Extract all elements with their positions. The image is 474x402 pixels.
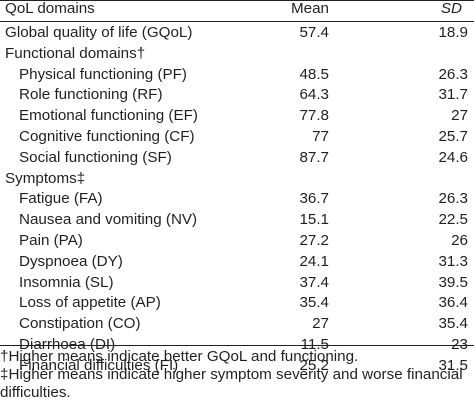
table-row: Insomnia (SL) 37.4 39.5 — [0, 272, 474, 294]
table-row: Pain (PA) 27.2 26 — [0, 230, 474, 252]
row-label: Physical functioning (PF) — [19, 65, 187, 83]
row-label: Fatigue (FA) — [19, 190, 103, 208]
row-mean: 77 — [312, 128, 329, 145]
table-row: Global quality of life (GQoL) 57.4 18.9 — [0, 22, 474, 44]
table-top-rule — [0, 0, 474, 1]
table-section-row: Functional domains† — [0, 43, 474, 65]
row-label: Diarrhoea (DI) — [19, 336, 116, 353]
table-header-row: QoL domains Mean SD — [0, 0, 474, 20]
row-sd: 26 — [451, 232, 468, 249]
row-label: Dyspnoea (DY) — [19, 252, 123, 270]
row-sd: 36.4 — [438, 294, 468, 312]
row-mean: 37.4 — [299, 273, 329, 291]
row-label: Pain (PA) — [19, 232, 83, 249]
table-row: Cognitive functioning (CF) 77 25.7 — [0, 126, 474, 148]
table-row: Physical functioning (PF) 48.5 26.3 — [0, 64, 474, 86]
row-sd: 31.5 — [438, 356, 468, 374]
row-sd: 35.4 — [438, 315, 468, 333]
table-row: Nausea and vomiting (NV) 15.1 22.5 — [0, 209, 474, 231]
table-row: Emotional functioning (EF) 77.8 27 — [0, 105, 474, 127]
footnote-functioning: †Higher means indicate better GQoL and f… — [0, 348, 359, 365]
row-mean: 24.1 — [299, 252, 329, 270]
row-mean: 27.2 — [299, 232, 329, 249]
table-section-row: Symptoms‡ — [0, 168, 474, 190]
row-label: Loss of appetite (AP) — [19, 294, 161, 312]
table-row: Role functioning (RF) 64.3 31.7 — [0, 84, 474, 106]
row-mean: 77.8 — [299, 107, 329, 125]
row-mean: 25.2 — [299, 356, 329, 374]
row-label: Role functioning (RF) — [19, 86, 163, 104]
row-mean: 35.4 — [299, 294, 329, 312]
row-mean: 36.7 — [299, 190, 329, 208]
row-sd: 26.3 — [438, 190, 468, 208]
row-mean: 57.4 — [299, 24, 329, 41]
row-sd: 39.5 — [438, 273, 468, 291]
table-header-rule — [0, 21, 474, 22]
row-mean: 48.5 — [299, 65, 329, 83]
header-sd: SD — [440, 0, 462, 17]
row-label: Social functioning (SF) — [19, 148, 172, 166]
row-mean: 87.7 — [299, 148, 329, 166]
row-label: Constipation (CO) — [19, 315, 141, 333]
table-bottom-rule — [0, 345, 474, 346]
footnote-symptoms: ‡Higher means indicate higher symptom se… — [0, 366, 463, 383]
row-sd: 26.3 — [438, 65, 468, 83]
row-sd: 18.9 — [438, 24, 468, 41]
row-label: Global quality of life (GQoL) — [5, 24, 193, 41]
row-mean: 27 — [312, 315, 329, 333]
row-sd: 31.3 — [438, 252, 468, 270]
row-label: Financial difficulties (FI) — [19, 356, 179, 374]
header-domain: QoL domains — [5, 0, 95, 17]
row-label: Emotional functioning (EF) — [19, 107, 198, 125]
row-mean: 64.3 — [299, 86, 329, 104]
table-row: Social functioning (SF) 87.7 24.6 — [0, 147, 474, 169]
table-row: Fatigue (FA) 36.7 26.3 — [0, 188, 474, 210]
row-label: Cognitive functioning (CF) — [19, 128, 195, 145]
row-sd: 31.7 — [438, 86, 468, 104]
table-row: Diarrhoea (DI) 11.5 23 — [0, 334, 474, 356]
header-mean: Mean — [291, 0, 329, 17]
table-row: Financial difficulties (FI) 25.2 31.5 — [0, 355, 474, 377]
section-label: Functional domains† — [5, 44, 146, 62]
row-mean: 15.1 — [299, 211, 329, 229]
footnote-symptoms-continued: difficulties. — [0, 384, 71, 401]
row-sd: 22.5 — [438, 211, 468, 229]
row-sd: 27 — [451, 107, 468, 125]
table-row: Loss of appetite (AP) 35.4 36.4 — [0, 292, 474, 314]
table-row: Constipation (CO) 27 35.4 — [0, 313, 474, 335]
row-mean: 11.5 — [300, 336, 329, 353]
row-label: Insomnia (SL) — [19, 273, 114, 291]
row-sd: 25.7 — [438, 128, 468, 145]
section-label: Symptoms‡ — [5, 169, 86, 187]
row-sd: 24.6 — [438, 148, 468, 166]
table-row: Dyspnoea (DY) 24.1 31.3 — [0, 251, 474, 273]
row-label: Nausea and vomiting (NV) — [19, 211, 198, 229]
row-sd: 23 — [451, 336, 468, 353]
